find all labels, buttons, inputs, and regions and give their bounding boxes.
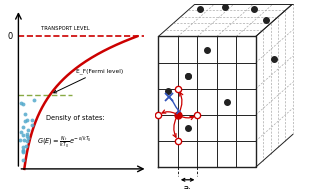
Text: $G(E) = \frac{N_t}{kT_0}\,e^{-\,\varepsilon/kT_0}$: $G(E) = \frac{N_t}{kT_0}\,e^{-\,\varepsi…	[36, 134, 91, 149]
FancyArrowPatch shape	[162, 110, 175, 114]
FancyArrowPatch shape	[180, 116, 193, 120]
Text: 0: 0	[7, 32, 12, 41]
Text: TRANSPORT LEVEL: TRANSPORT LEVEL	[41, 26, 90, 31]
Text: $\mathit{a}_L$: $\mathit{a}_L$	[182, 184, 193, 189]
FancyArrowPatch shape	[173, 117, 177, 137]
FancyArrowPatch shape	[179, 92, 183, 112]
Text: Density of states:: Density of states:	[46, 115, 104, 121]
Text: E_F(Fermi level): E_F(Fermi level)	[54, 68, 123, 93]
